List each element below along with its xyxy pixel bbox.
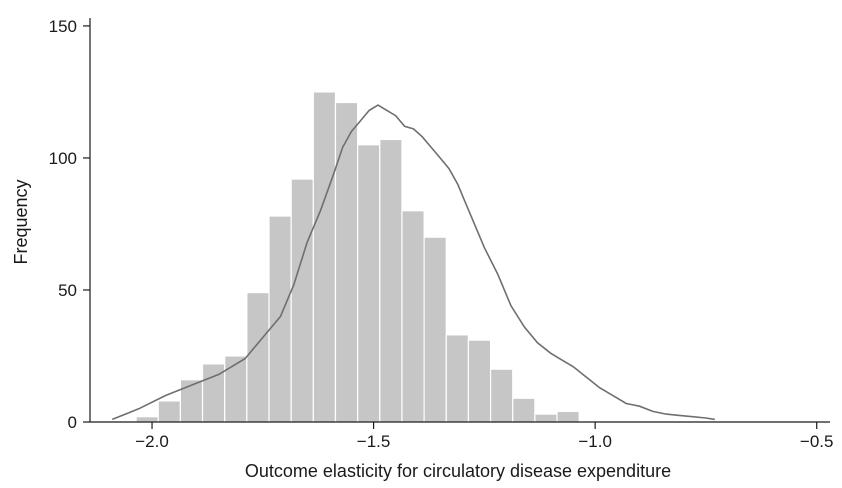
histogram-bar-12 — [401, 210, 425, 423]
x-tick-label: −0.5 — [800, 432, 834, 451]
y-tick-label: 150 — [49, 17, 77, 36]
histogram-bar-8 — [312, 91, 337, 423]
y-tick-label: 50 — [58, 281, 77, 300]
histogram-bar-1 — [157, 400, 181, 423]
x-axis: −2.0 −1.5 −1.0 −0.5 — [90, 421, 834, 451]
histogram-bar-11 — [379, 138, 403, 423]
histogram-bar-14 — [445, 334, 470, 423]
density-curve — [111, 104, 715, 421]
histogram-bar-9 — [334, 101, 359, 423]
histogram-bar-16 — [489, 368, 514, 423]
histogram-bar-13 — [423, 236, 447, 423]
x-tick-label: −1.5 — [357, 432, 391, 451]
x-axis-title: Outcome elasticity for circulatory disea… — [245, 461, 671, 481]
y-axis: 0 50 100 150 — [49, 17, 91, 432]
histogram-bar-18 — [534, 413, 558, 423]
histogram-bar-10 — [357, 144, 381, 423]
histogram-bar-0 — [135, 416, 159, 423]
bars-layer — [135, 91, 580, 423]
histogram-bar-2 — [179, 379, 204, 423]
x-tick-label: −2.0 — [135, 432, 169, 451]
histogram-bar-15 — [467, 339, 492, 423]
y-tick-label: 100 — [49, 149, 77, 168]
x-tick-label: −1.0 — [578, 432, 612, 451]
y-tick-label: 0 — [68, 413, 77, 432]
histogram-bar-7 — [290, 178, 314, 423]
histogram-bar-5 — [246, 292, 270, 423]
histogram-bar-4 — [224, 355, 248, 423]
histogram-bar-6 — [268, 215, 292, 423]
histogram-bar-17 — [512, 397, 536, 423]
y-axis-title: Frequency — [11, 179, 31, 264]
histogram-bar-19 — [556, 410, 580, 423]
